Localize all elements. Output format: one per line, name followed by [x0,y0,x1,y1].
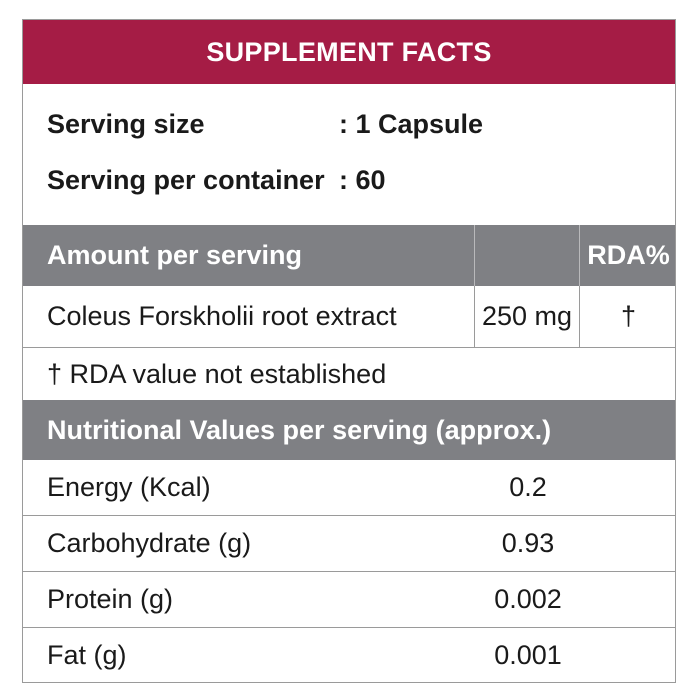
nutrition-row-protein: Protein (g) 0.002 [23,572,675,628]
nutrition-value: 0.001 [494,640,562,670]
ingredient-name: Coleus Forskholii root extract [47,301,397,331]
nutrition-row-carbohydrate: Carbohydrate (g) 0.93 [23,516,675,572]
serving-size-label: Serving size [47,108,205,139]
ingredient-row: Coleus Forskholii root extract 250 mg † [23,286,675,348]
nutrition-label: Carbohydrate (g) [47,528,252,558]
serving-size-row: Serving size : 1 Capsule [47,104,483,144]
nutrition-value: 0.93 [501,528,555,558]
nutrition-rows: Energy (Kcal) 0.2 Carbohydrate (g) 0.93 … [23,460,675,682]
nutrition-row-energy: Energy (Kcal) 0.2 [23,460,675,516]
nutrition-value: 0.002 [494,584,562,614]
rda-footnote: † RDA value not established [23,348,675,400]
serving-per-container-label: Serving per container [47,164,325,195]
nutrition-value: 0.2 [509,472,547,502]
ingredient-rda: † [579,286,675,347]
rda-footnote-text: † RDA value not established [47,358,387,389]
serving-per-container-row: Serving per container : 60 [47,160,386,200]
supplement-facts-title: SUPPLEMENT FACTS [206,36,492,67]
nutrition-label: Protein (g) [47,584,174,614]
serving-size-value: : 1 Capsule [339,108,484,139]
nutrition-row-fat: Fat (g) 0.001 [23,628,675,682]
supplement-facts-panel: SUPPLEMENT FACTS Serving size : 1 Capsul… [22,19,676,683]
nutrition-label: Fat (g) [47,640,127,670]
serving-info: Serving size : 1 Capsule Serving per con… [23,84,675,225]
nutritional-values-header: Nutritional Values per serving (approx.) [23,400,675,460]
amount-per-serving-header: Amount per serving RDA% [23,225,675,286]
nutritional-values-title: Nutritional Values per serving (approx.) [47,414,552,445]
amount-header-label: Amount per serving [47,240,303,270]
supplement-facts-header: SUPPLEMENT FACTS [23,20,675,84]
ingredient-amount: 250 mg [474,286,579,347]
serving-per-container-value: : 60 [339,164,386,195]
nutrition-label: Energy (Kcal) [47,472,211,502]
amount-header-amount [474,225,579,286]
rda-header: RDA% [579,225,675,286]
